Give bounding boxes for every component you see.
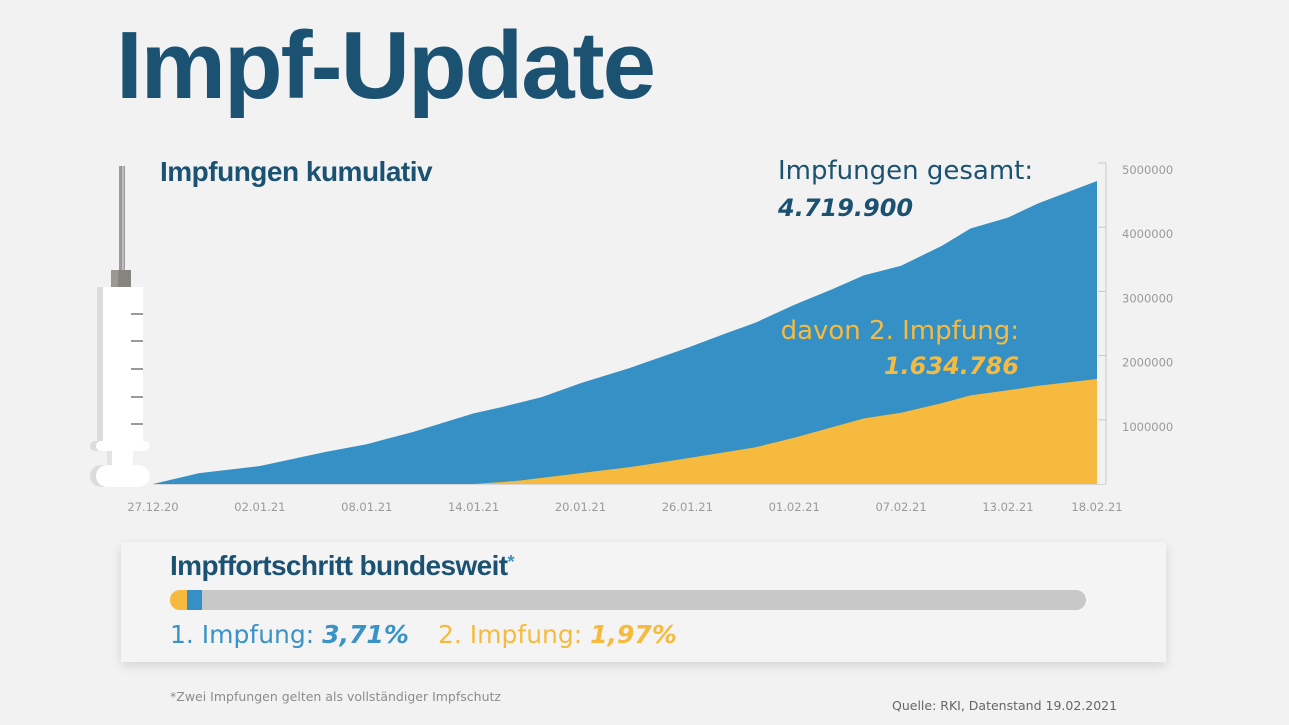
progress-second-dose-fill: [170, 590, 187, 610]
x-tick-label: 02.01.21: [234, 500, 285, 514]
x-tick-label: 27.12.20: [127, 500, 178, 514]
x-tick-label: 18.02.21: [1071, 500, 1122, 514]
x-tick-label: 07.02.21: [875, 500, 926, 514]
total-vaccinations-label: Impfungen gesamt:: [778, 156, 1034, 186]
y-tick-label: 4000000: [1122, 227, 1173, 241]
progress-bar: [170, 590, 1086, 610]
area-total-vaccinations: [153, 181, 1097, 484]
y-tick-label: 3000000: [1122, 291, 1173, 305]
vaccination-area-chart: 27.12.20 02.01.21 08.01.21 14.01.21 20.01.21…: [90, 162, 1173, 514]
page-title: Impf-Update: [116, 12, 656, 119]
x-tick-label: 08.01.21: [341, 500, 392, 514]
x-tick-label: 01.02.21: [769, 500, 820, 514]
progress-title: Impffortschritt bundesweit*: [170, 550, 515, 582]
first-dose-percent: 3,71%: [322, 620, 409, 649]
second-dose-value: 1.634.786: [883, 352, 1019, 380]
footnote: *Zwei Impfungen gelten als vollständiger…: [170, 689, 501, 704]
first-dose-stat: 1. Impfung: 3,71%: [170, 620, 409, 649]
y-tick-label: 1000000: [1122, 420, 1173, 434]
x-tick-label: 14.01.21: [448, 500, 499, 514]
second-dose-stat-label: 2. Impfung:: [438, 620, 583, 649]
progress-panel: Impffortschritt bundesweit* 1. Impfung: …: [121, 542, 1166, 662]
first-dose-label: 1. Impfung:: [170, 620, 315, 649]
chart-title: Impfungen kumulativ: [160, 156, 433, 187]
y-tick-label: 2000000: [1122, 356, 1173, 370]
second-dose-label: davon 2. Impfung:: [780, 316, 1019, 346]
progress-first-dose-fill: [187, 590, 202, 610]
progress-title-text: Impffortschritt bundesweit: [170, 550, 508, 581]
footnote-marker: *: [507, 552, 515, 572]
second-dose-stat: 2. Impfung: 1,97%: [438, 620, 677, 649]
second-dose-percent: 1,97%: [590, 620, 677, 649]
x-tick-label: 26.01.21: [662, 500, 713, 514]
source-note: Quelle: RKI, Datenstand 19.02.2021: [892, 698, 1118, 713]
x-tick-label: 13.02.21: [982, 500, 1033, 514]
y-tick-label: 5000000: [1122, 163, 1173, 177]
x-tick-label: 20.01.21: [555, 500, 606, 514]
total-vaccinations-value: 4.719.900: [778, 194, 914, 222]
syringe-icon: [90, 166, 150, 487]
area-second-dose: [153, 379, 1097, 484]
